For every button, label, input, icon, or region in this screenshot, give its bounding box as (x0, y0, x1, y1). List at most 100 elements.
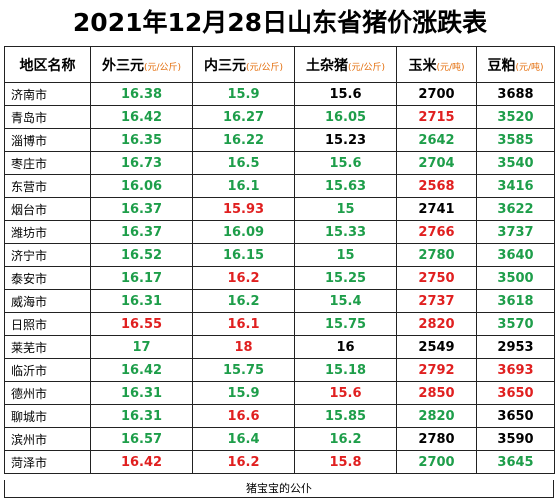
table-row: 滨州市 16.57 16.4 16.2 2780 3590 (4, 427, 555, 451)
price-cell: 16.09 (192, 220, 295, 244)
price-cell: 15.23 (294, 128, 397, 152)
price-cell: 2792 (396, 358, 477, 382)
col-unit: (元/公斤) (347, 62, 386, 73)
table-row: 泰安市 16.17 16.2 15.25 2750 3500 (4, 266, 555, 290)
col-unit: (元/公斤) (245, 62, 284, 73)
price-cell: 16.2 (192, 289, 295, 313)
price-cell: 16.5 (192, 151, 295, 175)
price-cell: 16.27 (192, 105, 295, 129)
col-label: 外三元 (101, 57, 144, 74)
price-cell: 15.25 (294, 266, 397, 290)
price-cell: 16.38 (90, 82, 193, 106)
price-cell: 16.15 (192, 243, 295, 267)
page-title: 2021年12月28日山东省猪价涨跌表 (72, 8, 488, 37)
price-cell: 3540 (476, 151, 555, 175)
price-cell: 2700 (396, 82, 477, 106)
table-row: 枣庄市 16.73 16.5 15.6 2704 3540 (4, 151, 555, 175)
price-cell: 16.37 (90, 197, 193, 221)
col-label: 土杂猪 (305, 57, 348, 74)
price-cell: 3590 (476, 427, 555, 451)
region-cell: 日照市 (4, 312, 91, 336)
table-row: 淄博市 16.35 16.22 15.23 2642 3585 (4, 128, 555, 152)
price-cell: 2704 (396, 151, 477, 175)
price-cell: 16.1 (192, 312, 295, 336)
price-cell: 15.6 (294, 381, 397, 405)
price-cell: 2737 (396, 289, 477, 313)
table-row: 临沂市 16.42 15.75 15.18 2792 3693 (4, 358, 555, 382)
price-cell: 2715 (396, 105, 477, 129)
price-cell: 2700 (396, 450, 477, 474)
price-cell: 3520 (476, 105, 555, 129)
region-cell: 济宁市 (4, 243, 91, 267)
col-unit: (元/吨) (436, 62, 465, 73)
price-cell: 16.6 (192, 404, 295, 428)
price-cell: 15.4 (294, 289, 397, 313)
price-cell: 16.1 (192, 174, 295, 198)
price-cell: 15.9 (192, 381, 295, 405)
price-cell: 15.93 (192, 197, 295, 221)
region-cell: 菏泽市 (4, 450, 91, 474)
price-cell: 16.17 (90, 266, 193, 290)
region-header-label: 地区名称 (19, 57, 76, 74)
table-row: 潍坊市 16.37 16.09 15.33 2766 3737 (4, 220, 555, 244)
price-cell: 3693 (476, 358, 555, 382)
region-cell: 枣庄市 (4, 151, 91, 175)
price-cell: 15.18 (294, 358, 397, 382)
price-cell: 2642 (396, 128, 477, 152)
table-row: 日照市 16.55 16.1 15.75 2820 3570 (4, 312, 555, 336)
price-cell: 15.33 (294, 220, 397, 244)
price-cell: 3416 (476, 174, 555, 198)
col-label: 豆粕 (487, 57, 516, 74)
region-cell: 莱芜市 (4, 335, 91, 359)
price-cell: 16.42 (90, 450, 193, 474)
price-cell: 3650 (476, 381, 555, 405)
price-cell: 3500 (476, 266, 555, 290)
region-cell: 德州市 (4, 381, 91, 405)
price-cell: 2953 (476, 335, 555, 359)
outer-ternary-header: 外三元(元/公斤) (90, 46, 193, 83)
price-cell: 2780 (396, 243, 477, 267)
price-cell: 15.6 (294, 151, 397, 175)
region-cell: 滨州市 (4, 427, 91, 451)
price-cell: 16.05 (294, 105, 397, 129)
col-label: 内三元 (203, 57, 246, 74)
table-row: 济南市 16.38 15.9 15.6 2700 3688 (4, 82, 555, 106)
col-label: 玉米 (408, 57, 437, 74)
region-cell: 威海市 (4, 289, 91, 313)
table-row: 德州市 16.31 15.9 15.6 2850 3650 (4, 381, 555, 405)
price-cell: 15.63 (294, 174, 397, 198)
price-cell: 15 (294, 197, 397, 221)
price-cell: 2780 (396, 427, 477, 451)
price-cell: 16.35 (90, 128, 193, 152)
table-row: 青岛市 16.42 16.27 16.05 2715 3520 (4, 105, 555, 129)
price-cell: 3622 (476, 197, 555, 221)
price-table: 地区名称 外三元(元/公斤) 内三元(元/公斤) 土杂猪(元/公斤) 玉米(元/… (4, 46, 555, 474)
price-cell: 2820 (396, 312, 477, 336)
price-cell: 15.75 (294, 312, 397, 336)
price-cell: 16 (294, 335, 397, 359)
price-cell: 2568 (396, 174, 477, 198)
price-cell: 16.31 (90, 381, 193, 405)
price-cell: 2766 (396, 220, 477, 244)
table-row: 烟台市 16.37 15.93 15 2741 3622 (4, 197, 555, 221)
price-cell: 16.42 (90, 105, 193, 129)
price-cell: 16.2 (192, 266, 295, 290)
region-cell: 淄博市 (4, 128, 91, 152)
footer-note: 猪宝宝的公仆 (4, 480, 554, 498)
price-cell: 3640 (476, 243, 555, 267)
region-cell: 临沂市 (4, 358, 91, 382)
region-cell: 青岛市 (4, 105, 91, 129)
price-cell: 3737 (476, 220, 555, 244)
price-cell: 16.4 (192, 427, 295, 451)
price-cell: 16.55 (90, 312, 193, 336)
region-cell: 东营市 (4, 174, 91, 198)
corn-header: 玉米(元/吨) (396, 46, 477, 83)
region-cell: 烟台市 (4, 197, 91, 221)
region-cell: 泰安市 (4, 266, 91, 290)
price-cell: 15.85 (294, 404, 397, 428)
price-cell: 18 (192, 335, 295, 359)
region-cell: 聊城市 (4, 404, 91, 428)
price-cell: 3650 (476, 404, 555, 428)
price-cell: 16.73 (90, 151, 193, 175)
price-cell: 2820 (396, 404, 477, 428)
